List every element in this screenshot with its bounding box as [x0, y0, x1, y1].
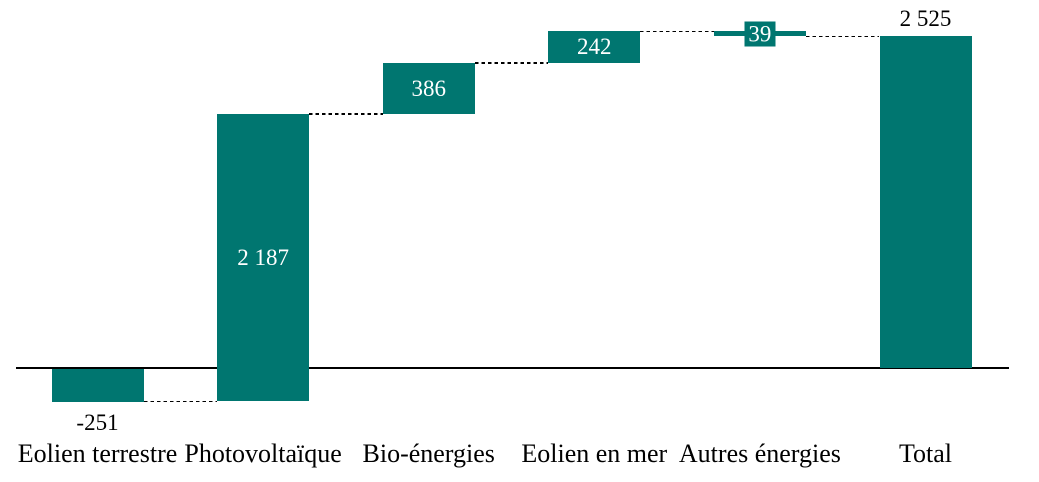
connector-photovoltaique-bio-energies	[309, 113, 383, 115]
bar-bio-energies	[382, 63, 475, 114]
category-label-total: Total	[898, 439, 953, 468]
x-axis-line	[16, 367, 1009, 369]
connector-bio-energies-eolien-en-mer	[474, 62, 549, 64]
category-label-photovoltaique: Photovoltaïque	[184, 439, 342, 468]
value-label-bio-energies: 386	[411, 75, 446, 101]
connector-eolien-terrestre-photovoltaique	[143, 400, 218, 403]
category-label-eolien-en-mer: Eolien en mer	[521, 439, 668, 468]
bar-total	[879, 36, 972, 369]
connector-eolien-en-mer-autres-energies	[640, 30, 714, 33]
category-label-eolien-terrestre: Eolien terrestre	[17, 439, 178, 468]
bar-photovoltaique	[217, 113, 310, 402]
bar-eolien-terrestre	[51, 368, 144, 402]
value-label-photovoltaique: 2 187	[237, 244, 289, 270]
value-label-total: 2 525	[899, 6, 952, 32]
connector-autres-energies-total	[805, 35, 880, 38]
value-badge-autres-energies: 39	[744, 21, 776, 47]
category-label-autres-energies: Autres énergies	[678, 439, 841, 468]
value-label-eolien-terrestre: -251	[76, 409, 119, 435]
bar-eolien-en-mer	[548, 31, 641, 64]
category-label-bio-energies: Bio-énergies	[362, 439, 495, 468]
value-label-eolien-en-mer: 242	[577, 34, 612, 60]
